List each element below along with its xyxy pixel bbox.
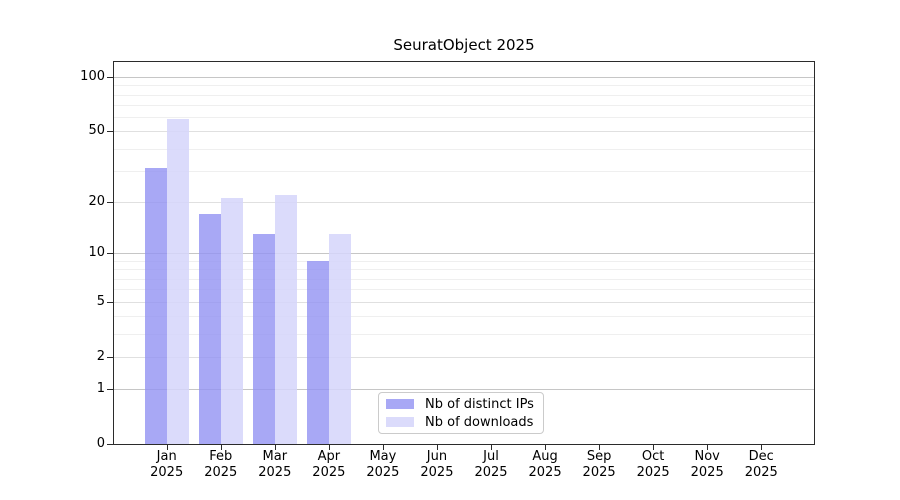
y-tick-mark <box>107 253 113 255</box>
gridline-major <box>114 201 814 203</box>
gridline-minor <box>114 289 814 291</box>
y-tick-mark <box>107 77 113 79</box>
y-tick-label: 50 <box>88 123 105 139</box>
bar-downloads-apr <box>328 234 351 444</box>
gridline-major <box>114 131 814 133</box>
y-tick-label: 100 <box>80 69 105 85</box>
gridline-major <box>114 388 814 390</box>
bar-downloads-mar <box>274 194 297 444</box>
y-tick-label: 2 <box>96 348 105 364</box>
x-tick-label: Nov 2025 <box>690 449 724 480</box>
legend-swatch-distinct-ips <box>386 399 414 409</box>
x-tick-mark <box>382 445 384 450</box>
x-tick-mark <box>545 445 547 450</box>
bar-distinct-ips-apr <box>306 260 329 444</box>
gridline-minor <box>114 260 814 262</box>
gridline-major <box>114 253 814 255</box>
x-tick-mark <box>220 445 222 450</box>
gridline-major <box>114 77 814 79</box>
bar-distinct-ips-mar <box>252 234 275 444</box>
bar-distinct-ips-jan <box>144 168 167 444</box>
x-tick-mark <box>707 445 709 450</box>
bar-downloads-feb <box>220 198 243 444</box>
x-tick-label: Feb 2025 <box>204 449 238 480</box>
gridline-minor <box>114 269 814 271</box>
gridline-minor <box>114 94 814 96</box>
y-tick-label: 0 <box>96 436 105 451</box>
y-tick-mark <box>107 201 113 203</box>
y-tick-mark <box>107 356 113 358</box>
x-tick-mark <box>274 445 276 450</box>
plot-area <box>113 61 815 445</box>
gridline-minor <box>114 170 814 172</box>
gridline-minor <box>114 105 814 107</box>
x-tick-mark <box>436 445 438 450</box>
x-tick-label: Jan 2025 <box>150 449 184 480</box>
x-tick-mark <box>166 445 168 450</box>
y-tick-label: 10 <box>88 245 105 261</box>
x-tick-label: Sep 2025 <box>582 449 616 480</box>
x-tick-label: Dec 2025 <box>744 449 778 480</box>
legend-label-downloads: Nb of downloads <box>425 414 534 430</box>
y-tick-label: 20 <box>88 193 105 209</box>
legend: Nb of distinct IPs Nb of downloads <box>378 392 544 434</box>
gridline-minor <box>114 333 814 335</box>
x-tick-label: Jun 2025 <box>420 449 454 480</box>
gridline-minor <box>114 316 814 318</box>
y-tick-label: 5 <box>96 293 105 309</box>
chart-title: SeuratObject 2025 <box>393 36 535 54</box>
x-tick-mark <box>653 445 655 450</box>
x-tick-label: Jul 2025 <box>474 449 508 480</box>
x-tick-mark <box>491 445 492 450</box>
legend-swatch-downloads <box>386 417 414 427</box>
x-tick-label: Oct 2025 <box>636 449 670 480</box>
bar-downloads-jan <box>166 118 189 444</box>
legend-label-distinct-ips: Nb of distinct IPs <box>425 396 534 412</box>
x-tick-label: Apr 2025 <box>312 449 346 480</box>
x-tick-mark <box>599 445 601 450</box>
y-tick-mark <box>107 444 113 445</box>
y-tick-mark <box>107 301 113 303</box>
x-tick-label: Mar 2025 <box>258 449 292 480</box>
y-tick-mark <box>107 388 113 390</box>
gridline-minor <box>114 148 814 150</box>
gridline-major <box>114 356 814 358</box>
y-tick-mark <box>107 131 113 133</box>
gridline-minor <box>114 117 814 119</box>
legend-item-downloads: Nb of downloads <box>386 415 543 430</box>
x-tick-label: May 2025 <box>366 449 400 480</box>
legend-item-distinct-ips: Nb of distinct IPs <box>386 397 543 412</box>
bar-distinct-ips-feb <box>198 214 221 444</box>
x-tick-mark <box>328 445 330 450</box>
gridline-major <box>114 301 814 303</box>
x-tick-mark <box>761 445 763 450</box>
gridline-minor <box>114 85 814 87</box>
gridline-minor <box>114 278 814 280</box>
y-tick-label: 1 <box>96 380 105 396</box>
x-tick-label: Aug 2025 <box>528 449 562 480</box>
